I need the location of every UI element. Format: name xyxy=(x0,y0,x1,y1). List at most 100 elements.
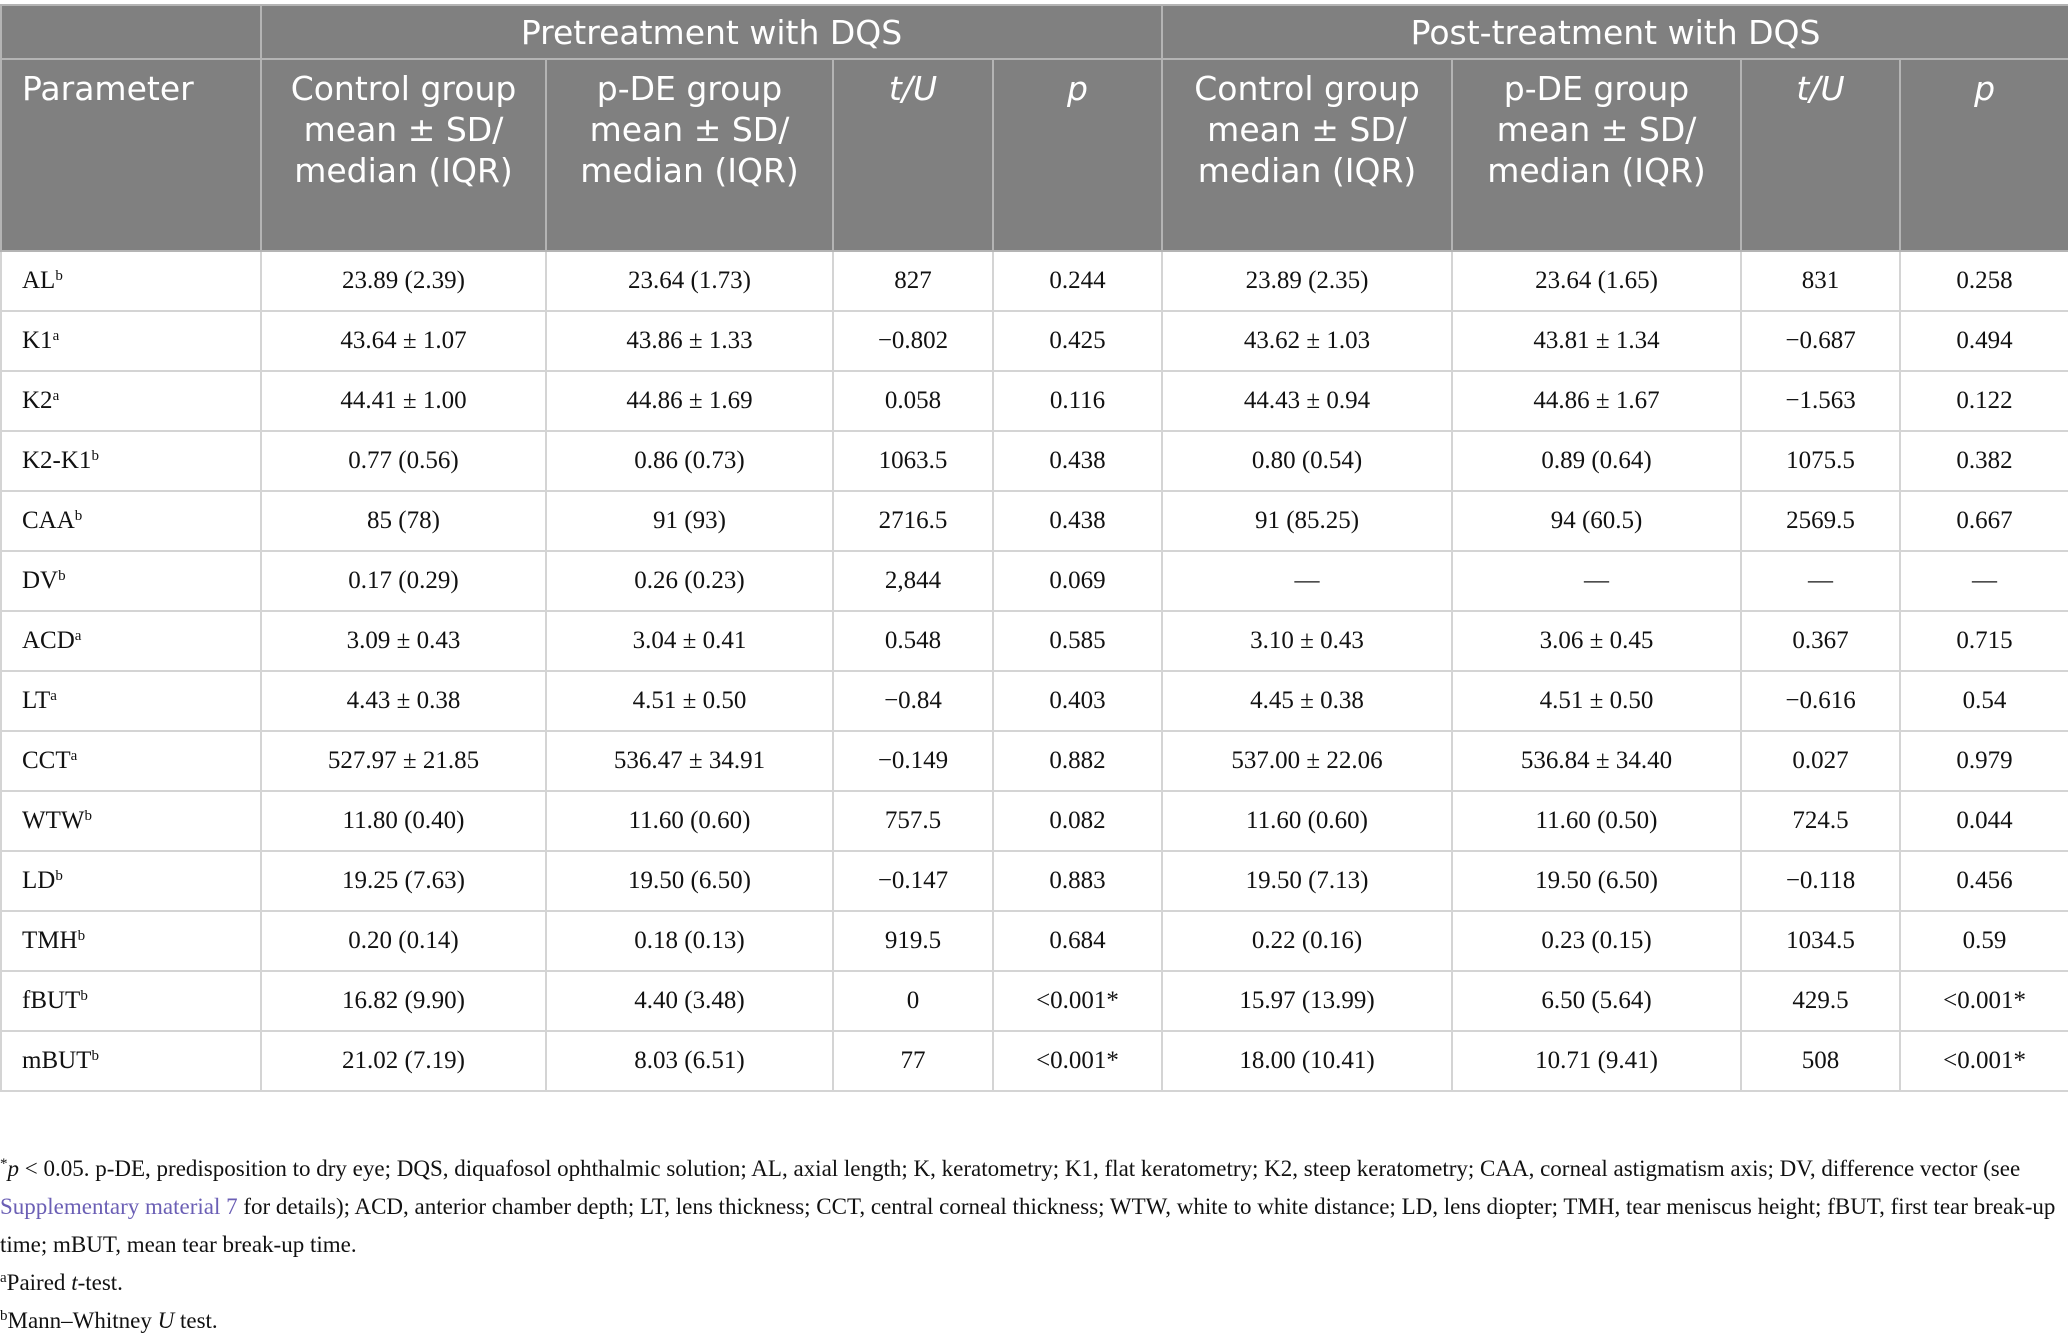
cell-pre-tu: 919.5 xyxy=(832,910,994,972)
cell-parameter: K2-K1b xyxy=(0,430,262,492)
group-posttreatment: Post-treatment with DQS xyxy=(1161,4,2068,60)
cell-parameter: K2a xyxy=(0,370,262,432)
cell-post-tu: 724.5 xyxy=(1740,790,1902,852)
cell-parameter: fBUTb xyxy=(0,970,262,1032)
cell-pre-p: 0.403 xyxy=(991,670,1164,732)
cell-post-pde: 43.81 ± 1.34 xyxy=(1451,310,1743,372)
cell-parameter: LTa xyxy=(0,670,262,732)
cell-pre-control: 0.77 (0.56) xyxy=(260,430,547,492)
col-post-pde: p-DE group mean ± SD/ median (IQR) xyxy=(1451,58,1743,252)
cell-post-p: 0.382 xyxy=(1899,430,2068,492)
cell-pre-tu: −0.149 xyxy=(832,730,994,792)
cell-post-pde: 536.84 ± 34.40 xyxy=(1451,730,1743,792)
cell-pre-tu: 0.058 xyxy=(832,370,994,432)
cell-post-control: 43.62 ± 1.03 xyxy=(1161,310,1454,372)
cell-pre-p: 0.438 xyxy=(991,490,1164,552)
col-pre-p: p xyxy=(991,58,1164,252)
cell-pre-p: 0.425 xyxy=(991,310,1164,372)
table-row: ALb 23.89 (2.39) 23.64 (1.73) 827 0.244 23.89… xyxy=(0,250,2068,312)
col-post-control: Control group mean ± SD/ median (IQR) xyxy=(1161,58,1454,252)
cell-pre-tu: 2716.5 xyxy=(832,490,994,552)
cell-post-control: — xyxy=(1161,550,1454,612)
table-row: mBUTb 21.02 (7.19) 8.03 (6.51) 77 <0.001* 18.… xyxy=(0,1030,2068,1092)
cell-pre-p: <0.001* xyxy=(991,970,1164,1032)
supplementary-link[interactable]: Supplementary material 7 xyxy=(0,1194,238,1219)
cell-post-control: 91 (85.25) xyxy=(1161,490,1454,552)
cell-pre-control: 3.09 ± 0.43 xyxy=(260,610,547,672)
cell-pre-p: 0.438 xyxy=(991,430,1164,492)
table-row: CAAb 85 (78) 91 (93) 2716.5 0.438 91 (85.25) 9… xyxy=(0,490,2068,552)
cell-pre-control: 23.89 (2.39) xyxy=(260,250,547,312)
cell-post-pde: 0.23 (0.15) xyxy=(1451,910,1743,972)
cell-pre-control: 85 (78) xyxy=(260,490,547,552)
cell-pre-control: 21.02 (7.19) xyxy=(260,1030,547,1092)
table-row: K2-K1b 0.77 (0.56) 0.86 (0.73) 1063.5 0.438 0… xyxy=(0,430,2068,492)
table-row: DVb 0.17 (0.29) 0.26 (0.23) 2,844 0.069— — — — xyxy=(0,550,2068,612)
cell-pre-pde: 4.51 ± 0.50 xyxy=(545,670,834,732)
cell-post-p: 0.979 xyxy=(1899,730,2068,792)
cell-post-pde: 23.64 (1.65) xyxy=(1451,250,1743,312)
cell-post-pde: 6.50 (5.64) xyxy=(1451,970,1743,1032)
cell-post-tu: 0.367 xyxy=(1740,610,1902,672)
cell-pre-pde: 0.18 (0.13) xyxy=(545,910,834,972)
cell-pre-tu: 757.5 xyxy=(832,790,994,852)
results-table: Pretreatment with DQS Post-treatment wit… xyxy=(0,4,2068,1092)
cell-post-p: 0.494 xyxy=(1899,310,2068,372)
cell-parameter: WTWb xyxy=(0,790,262,852)
cell-post-p: 0.667 xyxy=(1899,490,2068,552)
cell-pre-p: 0.244 xyxy=(991,250,1164,312)
cell-post-p: 0.258 xyxy=(1899,250,2068,312)
header-empty xyxy=(0,4,262,60)
cell-post-p: 0.54 xyxy=(1899,670,2068,732)
table-row: K2a 44.41 ± 1.00 44.86 ± 1.69 0.058 0.116 44.… xyxy=(0,370,2068,432)
group-pretreatment: Pretreatment with DQS xyxy=(259,4,1164,60)
col-pre-pde: p-DE group mean ± SD/ median (IQR) xyxy=(545,58,834,252)
cell-parameter: ALb xyxy=(0,250,262,312)
cell-pre-control: 0.17 (0.29) xyxy=(260,550,547,612)
cell-pre-control: 16.82 (9.90) xyxy=(260,970,547,1032)
cell-post-p: 0.122 xyxy=(1899,370,2068,432)
cell-post-tu: 1034.5 xyxy=(1740,910,1902,972)
cell-post-pde: 0.89 (0.64) xyxy=(1451,430,1743,492)
table-row: TMHb 0.20 (0.14) 0.18 (0.13) 919.5 0.684 0.22… xyxy=(0,910,2068,972)
table-row: LDb 19.25 (7.63) 19.50 (6.50) −0.147 0.883 19… xyxy=(0,850,2068,912)
cell-pre-p: 0.684 xyxy=(991,910,1164,972)
cell-pre-tu: −0.147 xyxy=(832,850,994,912)
cell-pre-p: 0.585 xyxy=(991,610,1164,672)
cell-parameter: DVb xyxy=(0,550,262,612)
cell-pre-control: 19.25 (7.63) xyxy=(260,850,547,912)
cell-pre-tu: −0.802 xyxy=(832,310,994,372)
cell-post-pde: 4.51 ± 0.50 xyxy=(1451,670,1743,732)
cell-pre-tu: 0.548 xyxy=(832,610,994,672)
cell-post-tu: 0.027 xyxy=(1740,730,1902,792)
cell-pre-p: 0.883 xyxy=(991,850,1164,912)
cell-parameter: TMHb xyxy=(0,910,262,972)
cell-post-pde: — xyxy=(1451,550,1743,612)
cell-pre-pde: 0.86 (0.73) xyxy=(545,430,834,492)
cell-post-control: 537.00 ± 22.06 xyxy=(1161,730,1454,792)
cell-pre-control: 527.97 ± 21.85 xyxy=(260,730,547,792)
cell-pre-pde: 0.26 (0.23) xyxy=(545,550,834,612)
table-row: fBUTb 16.82 (9.90) 4.40 (3.48) 0 <0.001* 15.9… xyxy=(0,970,2068,1032)
cell-post-control: 0.80 (0.54) xyxy=(1161,430,1454,492)
cell-post-tu: — xyxy=(1740,550,1902,612)
cell-post-p: 0.59 xyxy=(1899,910,2068,972)
cell-pre-p: 0.116 xyxy=(991,370,1164,432)
cell-pre-pde: 3.04 ± 0.41 xyxy=(545,610,834,672)
cell-pre-pde: 536.47 ± 34.91 xyxy=(545,730,834,792)
col-pre-tu: t/U xyxy=(832,58,994,252)
cell-post-control: 23.89 (2.35) xyxy=(1161,250,1454,312)
cell-post-p: <0.001* xyxy=(1899,970,2068,1032)
cell-post-control: 0.22 (0.16) xyxy=(1161,910,1454,972)
cell-parameter: CAAb xyxy=(0,490,262,552)
cell-pre-pde: 91 (93) xyxy=(545,490,834,552)
cell-post-p: 0.044 xyxy=(1899,790,2068,852)
table-row: ACDa 3.09 ± 0.43 3.04 ± 0.41 0.548 0.585 3.10… xyxy=(0,610,2068,672)
cell-post-pde: 19.50 (6.50) xyxy=(1451,850,1743,912)
cell-post-pde: 44.86 ± 1.67 xyxy=(1451,370,1743,432)
cell-post-tu: −1.563 xyxy=(1740,370,1902,432)
cell-pre-control: 44.41 ± 1.00 xyxy=(260,370,547,432)
cell-post-p: <0.001* xyxy=(1899,1030,2068,1092)
table-row: CCTa 527.97 ± 21.85 536.47 ± 34.91 −0.149 0.… xyxy=(0,730,2068,792)
cell-post-control: 11.60 (0.60) xyxy=(1161,790,1454,852)
